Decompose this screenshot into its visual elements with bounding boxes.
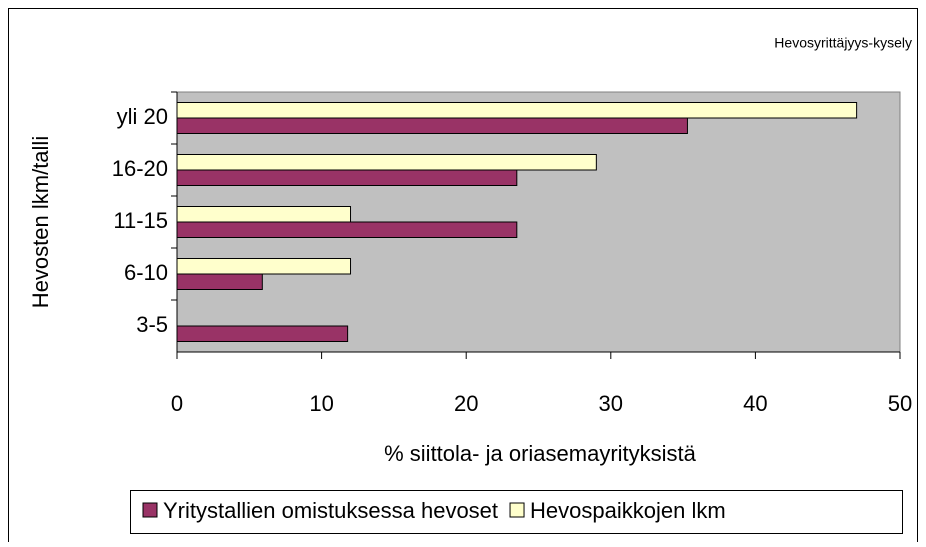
x-tick-label: 40 [743, 391, 767, 416]
y-tick-label: yli 20 [117, 104, 168, 129]
x-tick-label: 0 [171, 391, 183, 416]
x-tick-label: 30 [599, 391, 623, 416]
legend-label: Hevospaikkojen lkm [530, 498, 726, 523]
x-tick-label: 10 [309, 391, 333, 416]
bar [176, 325, 349, 342]
y-tick-label: 3-5 [136, 312, 168, 337]
legend-swatch [142, 502, 158, 518]
x-tick-label: 20 [454, 391, 478, 416]
y-tick-label: 11-15 [113, 208, 168, 233]
bar [176, 102, 858, 119]
bar [176, 273, 263, 290]
bar [176, 206, 352, 223]
x-axis-title: % siittola- ja oriasemayrityksistä [384, 441, 697, 466]
y-tick-label: 16-20 [112, 156, 168, 181]
bar [176, 154, 597, 171]
y-axis-title: Hevosten lkm/talli [28, 136, 53, 308]
bar [176, 221, 518, 238]
bar [176, 258, 352, 275]
legend-swatch [509, 502, 525, 518]
legend-label: Yritystallien omistuksessa hevoset [163, 498, 498, 523]
x-tick-label: 50 [888, 391, 912, 416]
bar [176, 117, 688, 134]
y-tick-label: 6-10 [124, 260, 168, 285]
chart-title: Hevosyrittäjyys-kysely [774, 35, 912, 51]
bar [176, 169, 518, 186]
